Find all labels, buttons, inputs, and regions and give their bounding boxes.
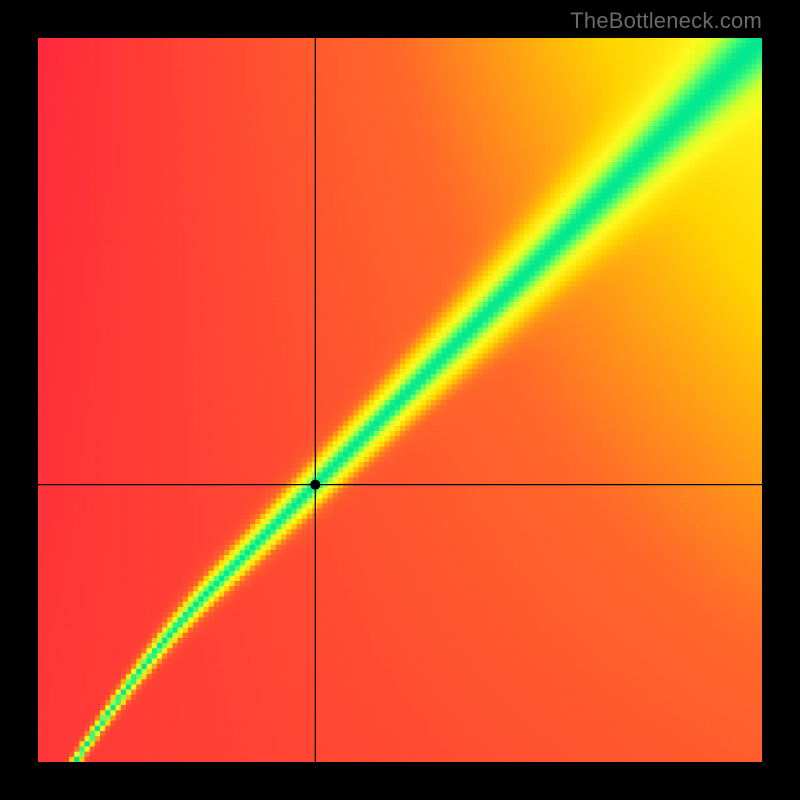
watermark-label: TheBottleneck.com <box>570 8 762 34</box>
chart-container: TheBottleneck.com <box>0 0 800 800</box>
plot-area <box>38 38 762 762</box>
heatmap-canvas <box>38 38 762 762</box>
